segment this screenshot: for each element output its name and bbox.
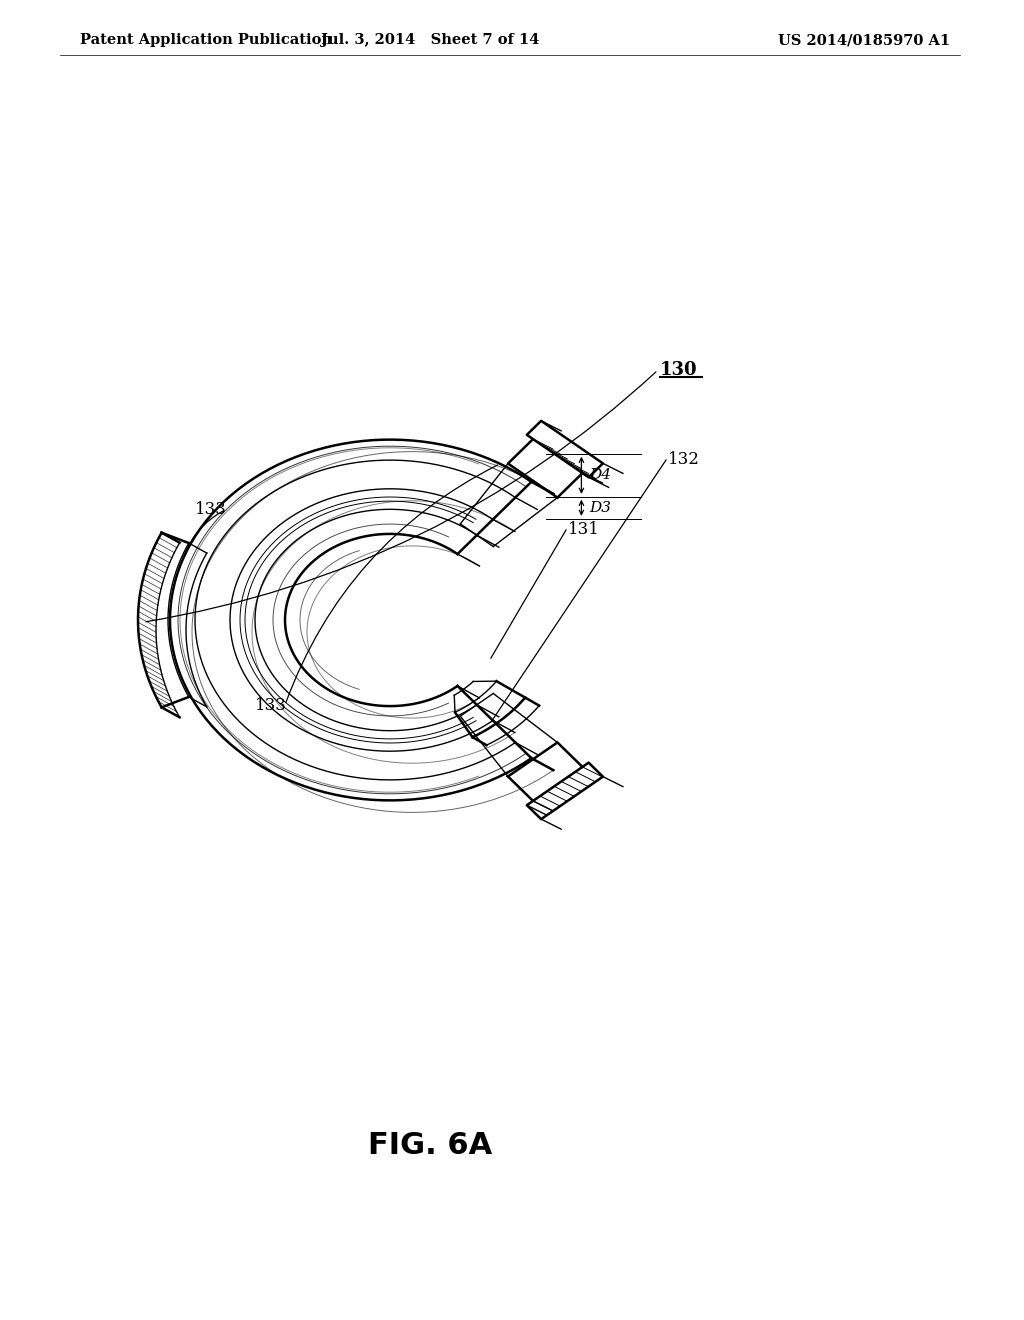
Text: 131: 131 xyxy=(568,521,600,539)
Text: 133: 133 xyxy=(255,697,287,714)
Text: FIG. 6A: FIG. 6A xyxy=(368,1130,493,1159)
Text: Jul. 3, 2014   Sheet 7 of 14: Jul. 3, 2014 Sheet 7 of 14 xyxy=(321,33,540,48)
Text: US 2014/0185970 A1: US 2014/0185970 A1 xyxy=(778,33,950,48)
Text: D4: D4 xyxy=(590,469,611,482)
Text: 132: 132 xyxy=(668,451,699,469)
Text: 130: 130 xyxy=(660,360,697,379)
Text: D3: D3 xyxy=(590,500,611,515)
Text: Patent Application Publication: Patent Application Publication xyxy=(80,33,332,48)
Text: 133: 133 xyxy=(195,502,227,519)
